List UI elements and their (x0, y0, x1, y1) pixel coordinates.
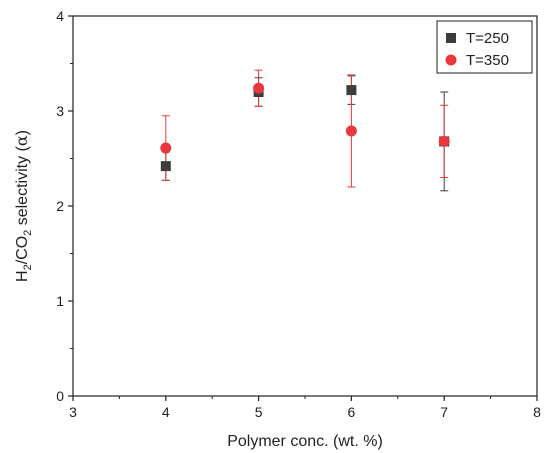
y-tick-label: 2 (56, 198, 64, 214)
y-title-part: ) (14, 130, 31, 135)
y-tick-label: 1 (56, 293, 64, 309)
y-tick-label: 4 (56, 8, 64, 24)
x-tick-label: 7 (440, 404, 448, 420)
legend-label-t250: T=250 (466, 30, 509, 47)
y-title-subscript: 2 (22, 264, 34, 270)
data-point-t350 (160, 142, 172, 154)
markers (160, 82, 450, 172)
ticks: 3 4 5 6 7 8 0 1 2 3 4 (56, 8, 541, 420)
data-point-t250 (160, 161, 171, 172)
data-point-t350 (345, 125, 357, 137)
error-bars (161, 69, 449, 192)
legend-marker-t250 (446, 33, 456, 43)
x-tick-label: 3 (69, 404, 77, 420)
data-point-t350 (253, 82, 265, 94)
x-tick-label: 8 (533, 404, 541, 420)
x-tick-label: 4 (162, 404, 170, 420)
legend-label-t350: T=350 (466, 52, 509, 69)
data-point-t350 (438, 135, 450, 147)
y-title-subscript: 2 (22, 230, 34, 236)
legend-marker-t350 (445, 54, 457, 66)
y-title-alpha: α (12, 135, 31, 146)
y-axis-title: H2/CO2 selectivity (α) (12, 130, 34, 282)
y-title-part: H (14, 270, 31, 282)
x-axis-title: Polymer conc. (wt. %) (227, 433, 383, 450)
x-tick-label: 5 (255, 404, 263, 420)
y-tick-label: 3 (56, 103, 64, 119)
x-tick-label: 6 (348, 404, 356, 420)
legend: T=250 T=350 (436, 20, 533, 74)
y-title-part: /CO (14, 236, 31, 264)
y-title-part: selectivity ( (14, 145, 31, 229)
y-tick-label: 0 (56, 388, 64, 404)
data-point-t250 (346, 85, 357, 96)
